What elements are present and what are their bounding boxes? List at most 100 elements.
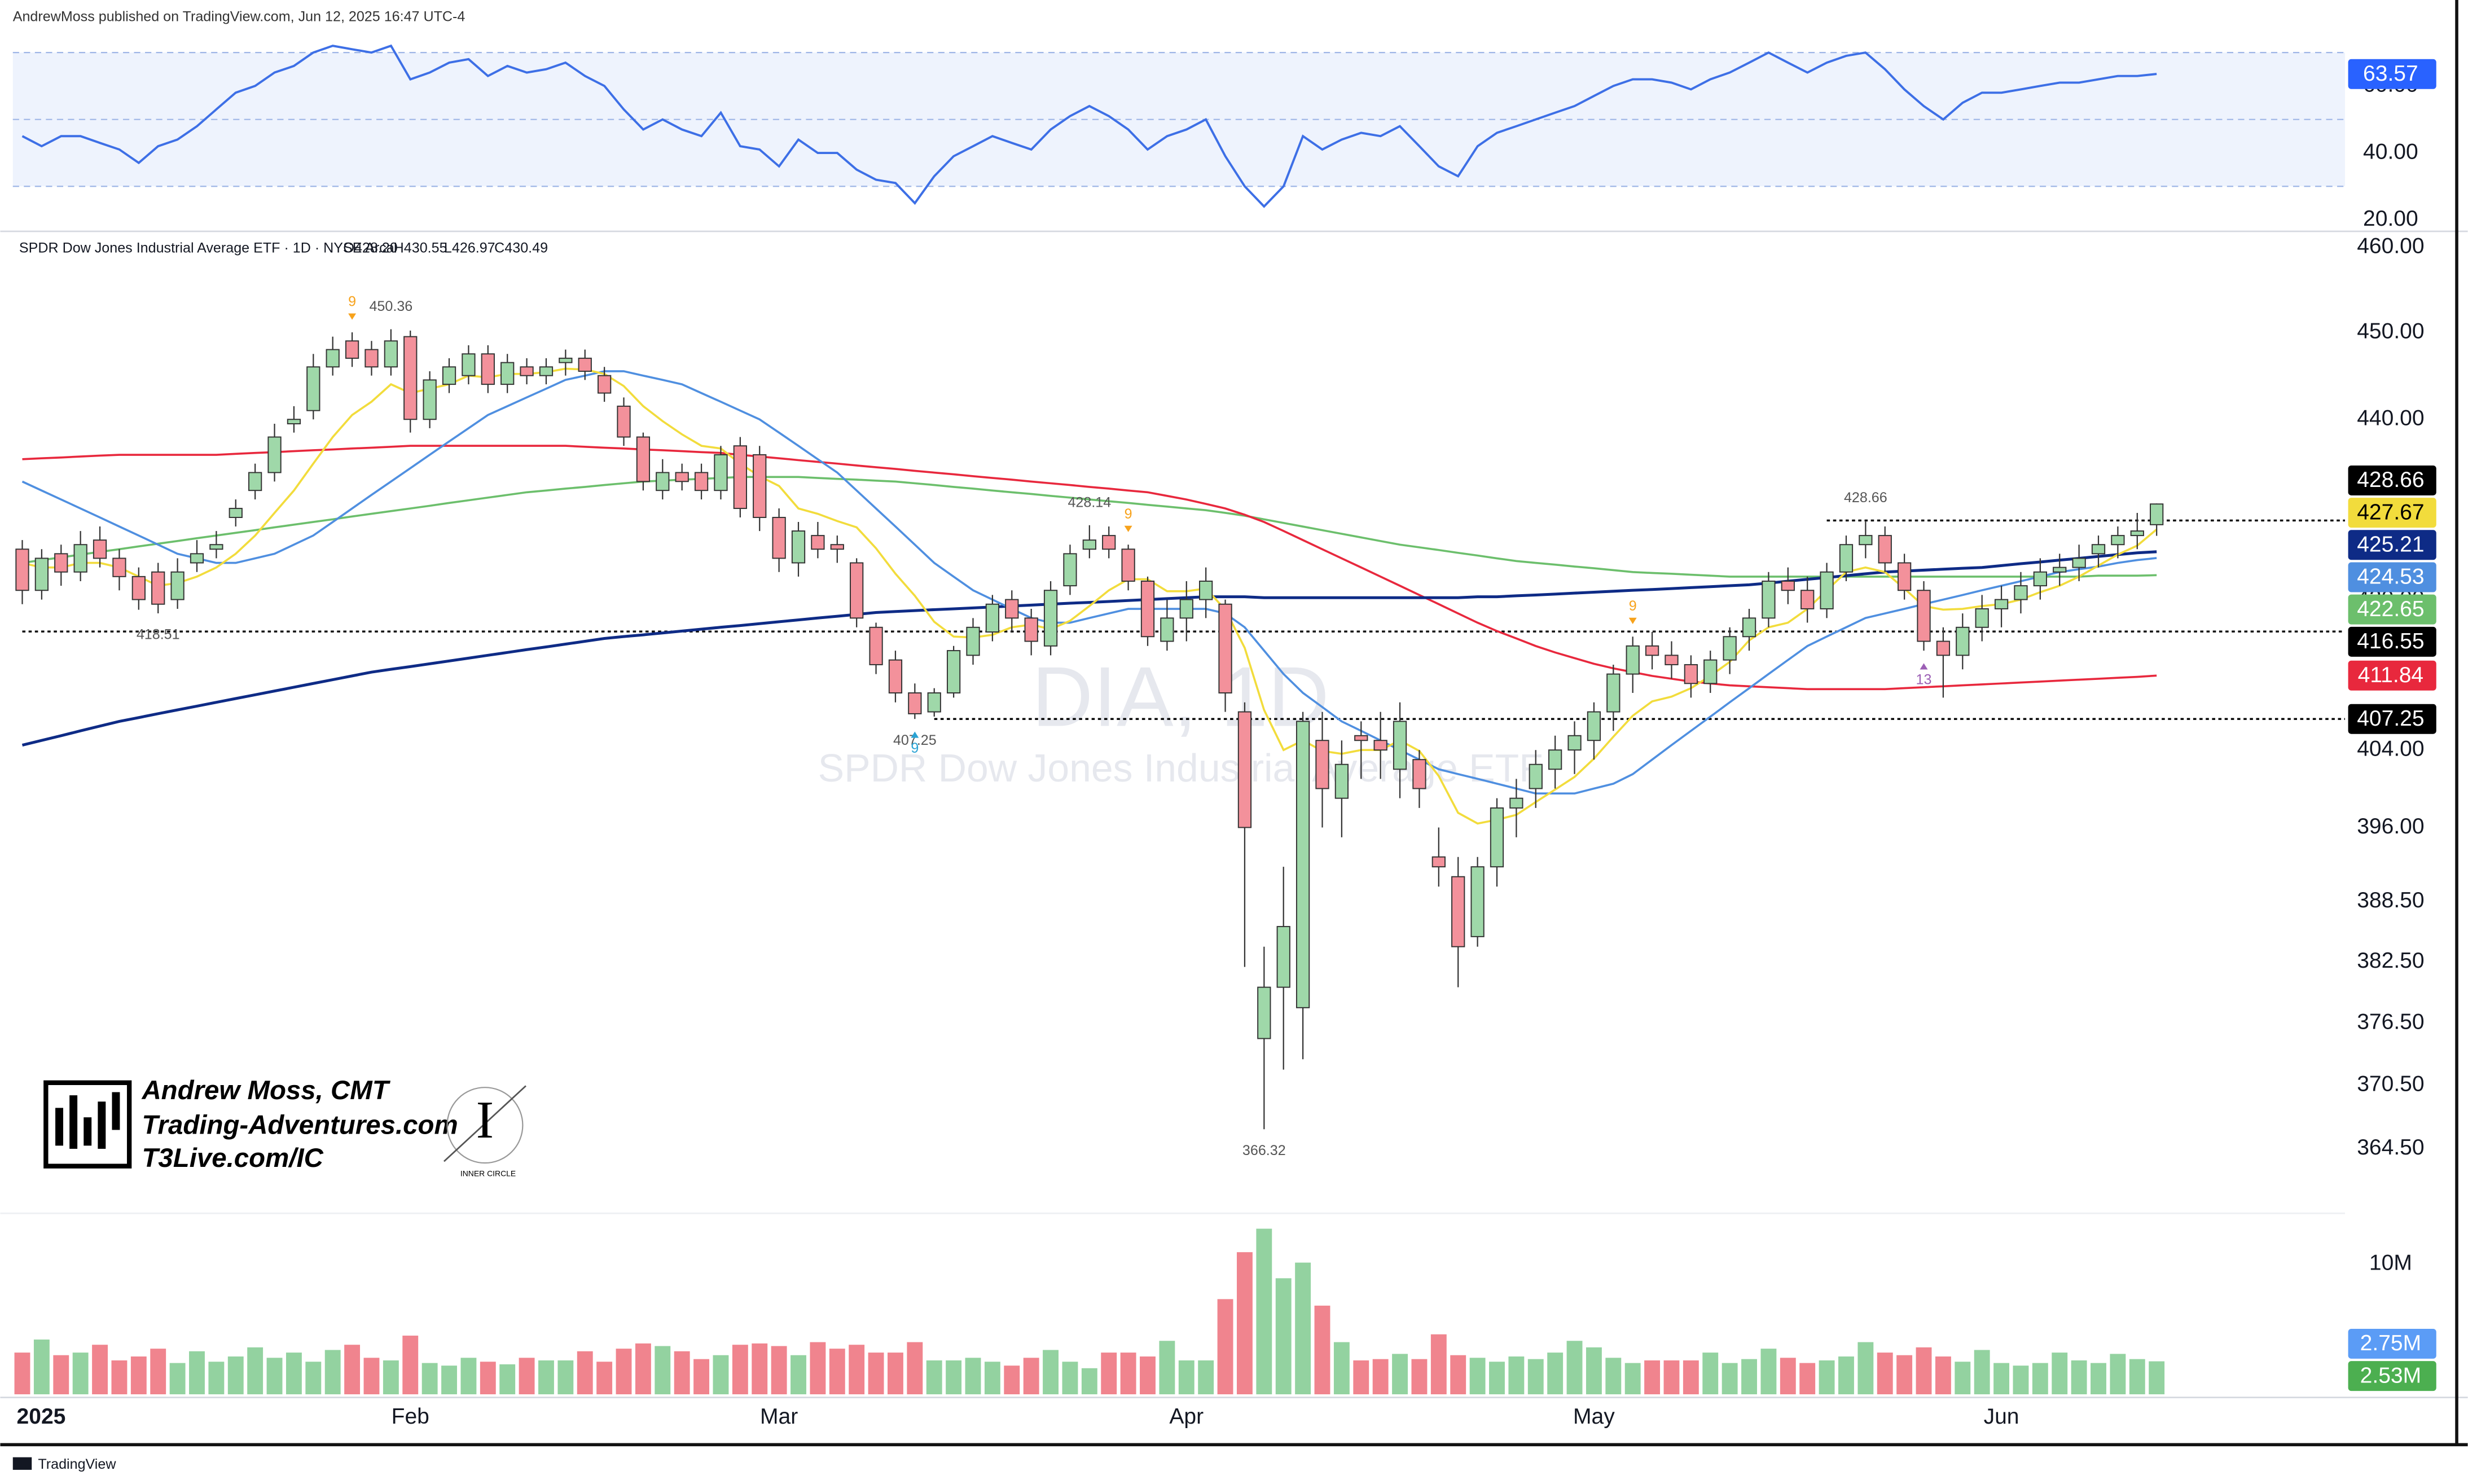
price-tag-label: 425.21 xyxy=(2357,533,2424,557)
volume-bar xyxy=(1450,1355,1466,1395)
sequence-marker xyxy=(1920,663,1928,670)
candle-body xyxy=(1412,759,1426,789)
volume-bar xyxy=(1605,1358,1622,1395)
candle-body xyxy=(1820,571,1834,609)
rsi-tick-label: 40.00 xyxy=(2363,139,2418,164)
volume-bar xyxy=(363,1358,380,1395)
candle-body xyxy=(539,366,554,376)
extreme-label: 418.51 xyxy=(137,627,180,643)
volume-bar xyxy=(771,1346,787,1395)
volume-bar xyxy=(111,1360,128,1395)
candle-body xyxy=(869,626,883,665)
candle-body xyxy=(850,562,864,619)
inner-circle-logo xyxy=(446,1087,524,1164)
volume-bar xyxy=(1198,1360,1214,1395)
x-tick-label: 2025 xyxy=(17,1404,66,1429)
price-tick-label: 376.50 xyxy=(2357,1009,2424,1034)
price-tag xyxy=(2348,660,2436,691)
candle-body xyxy=(1276,926,1290,988)
footer-text: TradingView xyxy=(38,1456,116,1472)
volume-bar xyxy=(441,1366,457,1395)
volume-bar xyxy=(421,1363,438,1395)
extreme-label: 428.14 xyxy=(1068,494,1111,510)
volume-bar xyxy=(1430,1334,1447,1395)
volume-bar xyxy=(14,1353,30,1395)
candle-body xyxy=(326,349,340,368)
price-tag xyxy=(2348,626,2436,657)
price-tag-label: 424.53 xyxy=(2357,565,2424,589)
candle-body xyxy=(1606,673,1621,713)
candle-body xyxy=(617,405,631,438)
volume-bar xyxy=(130,1356,147,1395)
volume-bar xyxy=(868,1353,884,1395)
candle-body xyxy=(462,353,476,376)
volume-bar xyxy=(1683,1360,1699,1395)
volume-bar xyxy=(557,1360,574,1395)
sequence-marker xyxy=(348,313,357,320)
candle-body xyxy=(1431,856,1446,868)
moving-average-line xyxy=(21,550,2157,747)
price-tick-label: 404.00 xyxy=(2357,737,2424,761)
volume-bar xyxy=(984,1362,1000,1395)
volume-bar xyxy=(1120,1353,1136,1395)
volume-bar xyxy=(2110,1354,2126,1395)
candle-body xyxy=(1529,763,1543,789)
volume-bar xyxy=(286,1353,302,1395)
volume-bar xyxy=(344,1345,361,1395)
candle-body xyxy=(791,530,806,564)
candle-body xyxy=(1490,807,1504,868)
candle-body xyxy=(1102,535,1116,550)
volume-bar xyxy=(227,1356,244,1395)
volume-bar xyxy=(1799,1363,1816,1395)
volume-bar xyxy=(72,1353,89,1395)
sequence-label: 13 xyxy=(1916,672,1932,688)
legend-ohlc: H430.55 xyxy=(394,240,447,256)
volume-bar xyxy=(2052,1353,2068,1395)
volume-bar xyxy=(1780,1358,1796,1395)
volume-bar xyxy=(1314,1305,1330,1395)
brand-site: Trading-Adventures.com xyxy=(142,1110,458,1140)
moving-average-line xyxy=(22,445,2157,691)
candle-body xyxy=(1393,721,1407,770)
sequence-label: 9 xyxy=(1125,506,1132,522)
volume-bar xyxy=(713,1355,729,1395)
price-tag-label: 428.66 xyxy=(2357,468,2424,492)
candle-body xyxy=(1936,640,1951,656)
volume-bar xyxy=(1877,1353,1893,1395)
candle-body xyxy=(908,692,922,714)
volume-tag xyxy=(2348,1361,2436,1391)
candle-body xyxy=(772,517,786,559)
inner-circle-logo xyxy=(443,1085,526,1162)
volume-bar xyxy=(2129,1359,2145,1395)
candle-body xyxy=(2053,567,2067,573)
candle-body xyxy=(287,419,301,425)
volume-bar xyxy=(402,1336,419,1395)
price-tag-label: 411.84 xyxy=(2358,663,2423,687)
volume-bar xyxy=(383,1360,399,1395)
volume-bar xyxy=(752,1343,768,1395)
volume-bar xyxy=(577,1351,593,1395)
candle-body xyxy=(753,454,767,519)
volume-bar xyxy=(2032,1363,2048,1395)
candle-body xyxy=(1587,711,1601,741)
candle-body xyxy=(1354,735,1368,741)
watermark-symbol: DIA, 1D xyxy=(1032,649,1329,744)
candle-body xyxy=(403,336,418,420)
volume-bar xyxy=(1644,1360,1661,1395)
x-tick-label: May xyxy=(1573,1404,1615,1429)
candle-body xyxy=(306,366,320,411)
candle-body xyxy=(1626,645,1640,675)
price-tag-label: 416.55 xyxy=(2357,629,2424,653)
price-tick-label: 450.00 xyxy=(2357,319,2424,343)
branding: Andrew Moss, CMT Trading-Adventures.com … xyxy=(43,1075,526,1178)
volume-bar xyxy=(480,1362,496,1395)
volume-bar xyxy=(965,1358,981,1395)
candle-body xyxy=(1548,749,1562,770)
rsi-value-label: 63.57 xyxy=(2363,62,2418,86)
price-tag-label: 427.67 xyxy=(2357,500,2424,524)
price-tag-label: 407.25 xyxy=(2357,706,2424,731)
volume-bar xyxy=(1081,1368,1097,1395)
volume-tag-label: 2.53M xyxy=(2360,1363,2421,1388)
volume-bar xyxy=(1896,1355,1913,1395)
